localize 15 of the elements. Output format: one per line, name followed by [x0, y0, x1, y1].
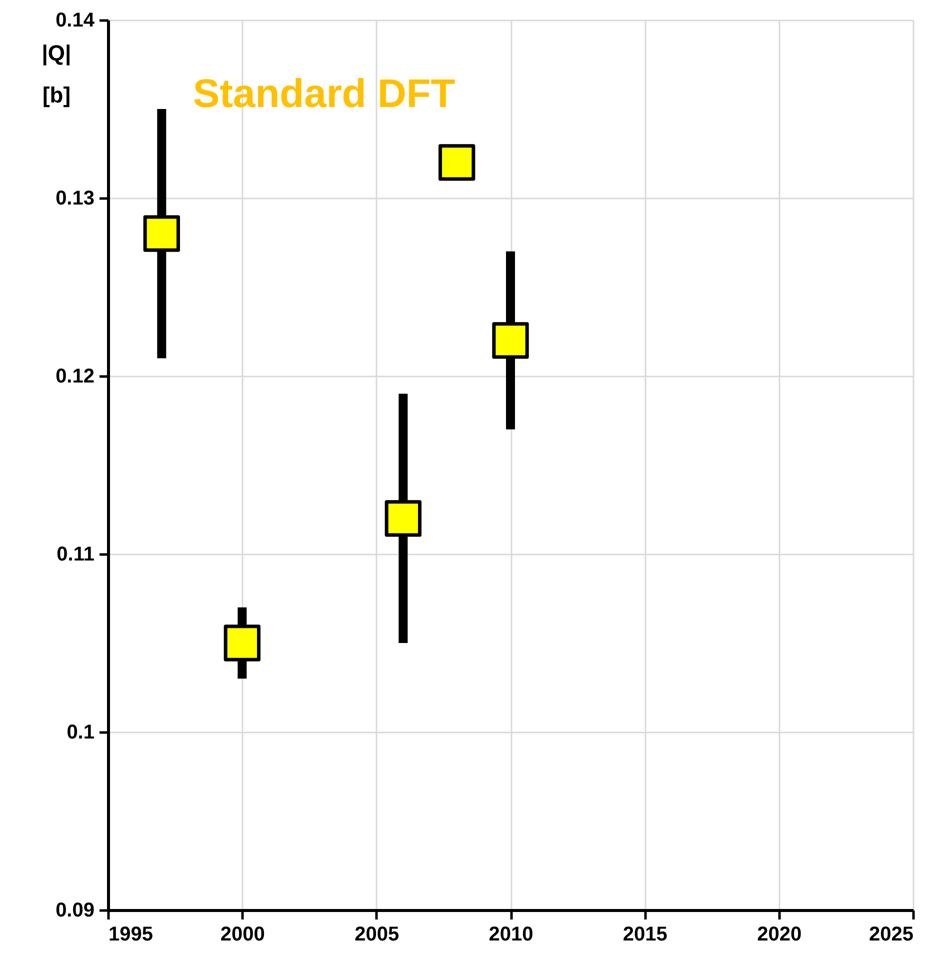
x-tick-label: 2010 [488, 924, 534, 946]
y-axis-title: |Q| [b] [42, 40, 72, 108]
y-tick-label: 0.14 [56, 10, 96, 32]
x-tick-label: 2015 [622, 924, 668, 946]
y-tick-label: 0.09 [56, 900, 94, 922]
x-tick-label: 2005 [354, 924, 400, 946]
y-tick-label: 0.12 [56, 366, 94, 388]
y-tick-label: 0.1 [66, 722, 94, 744]
x-tick-label: 1995 [108, 924, 153, 946]
y-tick-label: 0.11 [56, 544, 94, 566]
x-tick-label: 2020 [757, 924, 802, 946]
x-tick-label: 2000 [220, 924, 265, 946]
annotation: Standard DFT [193, 72, 456, 116]
y-tick-label: 0.13 [56, 188, 94, 210]
x-tick-label: 2025 [869, 924, 914, 946]
